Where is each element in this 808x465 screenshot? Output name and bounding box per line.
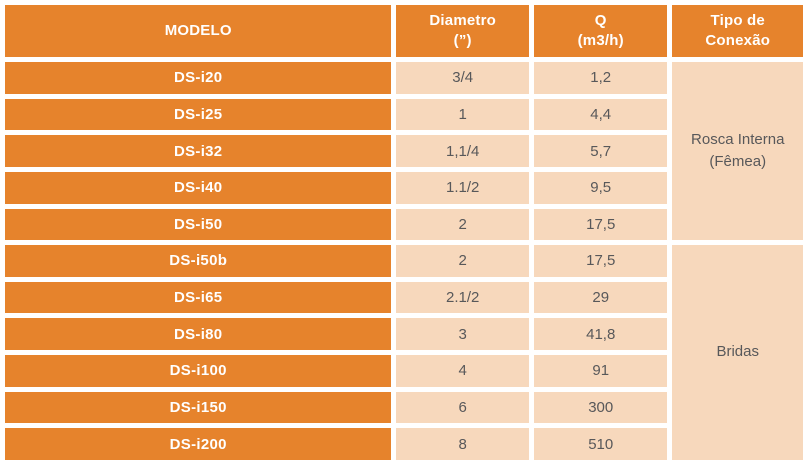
flow-cell: 91 [533, 355, 668, 387]
header-q: Q (m3/h) [533, 5, 668, 57]
model-cell: DS-i200 [5, 428, 392, 460]
model-cell: DS-i150 [5, 391, 392, 424]
model-cell: DS-i50b [5, 245, 392, 277]
flow-cell: 300 [533, 391, 668, 424]
header-modelo: MODELO [5, 5, 392, 57]
diameter-cell: 3/4 [396, 62, 529, 94]
table-row: DS-i100 4 91 [5, 355, 803, 387]
flow-cell: 17,5 [533, 208, 668, 241]
diameter-cell: 2.1/2 [396, 281, 529, 314]
diameter-cell: 2 [396, 245, 529, 277]
diameter-cell: 8 [396, 428, 529, 460]
model-cell: DS-i80 [5, 318, 392, 350]
model-cell: DS-i100 [5, 355, 392, 387]
diameter-cell: 1 [396, 98, 529, 131]
table-row: DS-i25 1 4,4 [5, 98, 803, 131]
flow-cell: 5,7 [533, 135, 668, 167]
table-header-row: MODELO Diametro (”) Q (m3/h) Tipo de Con… [5, 5, 803, 57]
table-body: DS-i20 3/4 1,2 Rosca Interna (Fêmea) DS-i25 1… [5, 62, 803, 460]
flow-cell: 510 [533, 428, 668, 460]
diameter-cell: 6 [396, 391, 529, 424]
header-q-line2: (m3/h) [577, 32, 624, 49]
header-diametro: Diametro (”) [396, 5, 529, 57]
header-tipo-line1: Tipo de [710, 11, 765, 29]
flow-cell: 1,2 [533, 62, 668, 94]
table-row: DS-i50 2 17,5 [5, 208, 803, 241]
table-row: DS-i20 3/4 1,2 Rosca Interna (Fêmea) [5, 62, 803, 241]
table-row: DS-i65 2.1/2 29 [5, 281, 803, 314]
table-row: DS-i150 6 300 [5, 391, 803, 424]
model-cell: DS-i50 [5, 208, 392, 241]
model-cell: DS-i20 [5, 62, 392, 94]
flow-cell: 9,5 [533, 171, 668, 204]
flow-cell: 17,5 [533, 245, 668, 277]
header-diametro-line2: (”) [453, 32, 472, 49]
diameter-cell: 3 [396, 318, 529, 350]
connection-type-cell: Rosca Interna (Fêmea) [672, 62, 803, 241]
model-cell: DS-i65 [5, 281, 392, 314]
table-row: DS-i32 1,1/4 5,7 [5, 135, 803, 167]
table-row: DS-i40 1.1/2 9,5 [5, 171, 803, 204]
diameter-cell: 4 [396, 355, 529, 387]
table-row: DS-i80 3 41,8 [5, 318, 803, 350]
diameter-cell: 2 [396, 208, 529, 241]
table-row: DS-i50b 2 17,5 Bridas [5, 245, 803, 460]
flow-cell: 29 [533, 281, 668, 314]
header-diametro-line1: Diametro [429, 11, 496, 29]
flow-cell: 4,4 [533, 98, 668, 131]
table-row: DS-i200 8 510 [5, 428, 803, 460]
connection-type-cell: Bridas [672, 245, 803, 460]
diameter-cell: 1.1/2 [396, 171, 529, 204]
header-modelo-line1: MODELO [164, 21, 232, 39]
model-cell: DS-i25 [5, 98, 392, 131]
header-q-line1: Q [594, 11, 607, 29]
header-tipo-line2: Conexão [705, 32, 771, 49]
flow-cell: 41,8 [533, 318, 668, 350]
header-tipo-conexao: Tipo de Conexão [672, 5, 803, 57]
model-cell: DS-i40 [5, 171, 392, 204]
model-cell: DS-i32 [5, 135, 392, 167]
diameter-cell: 1,1/4 [396, 135, 529, 167]
